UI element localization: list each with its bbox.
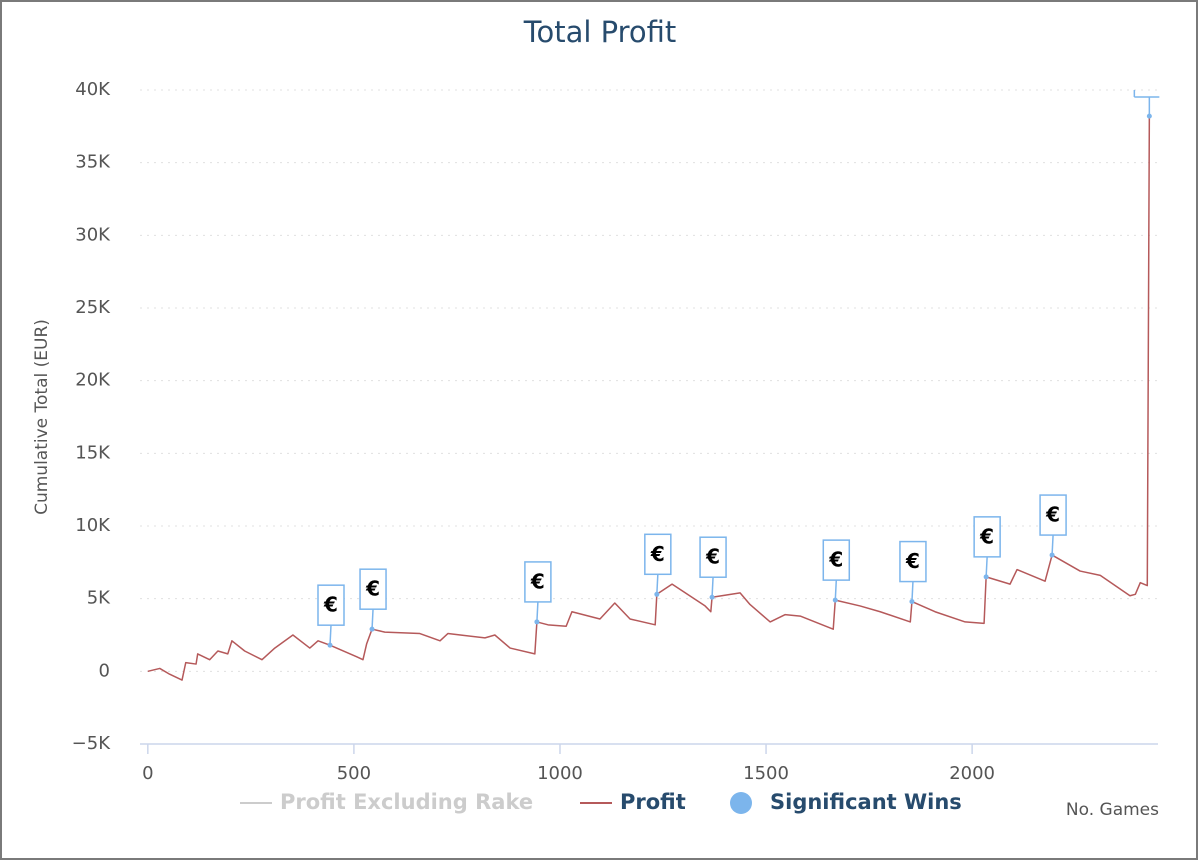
win-point [534, 619, 540, 625]
x-tick-label: 0 [142, 763, 153, 784]
win-point [909, 599, 915, 605]
flag-box [699, 536, 727, 578]
flag-label: € [650, 542, 665, 566]
y-tick-label: 35K [75, 152, 111, 173]
win-point [654, 591, 660, 597]
legend-label[interactable]: Profit [620, 790, 686, 814]
flag-connector [1133, 90, 1160, 117]
x-tick-label: 500 [337, 763, 371, 784]
flag-connector [985, 556, 988, 577]
y-tick-label: 30K [75, 224, 111, 245]
flag-box [1039, 494, 1067, 536]
y-tick-label: 10K [75, 515, 111, 536]
legend-label[interactable]: Profit Excluding Rake [280, 790, 533, 814]
win-point [1146, 113, 1152, 119]
flag-box [317, 584, 345, 626]
flag-label: € [905, 549, 920, 573]
y-tick-label: 5K [87, 588, 111, 609]
x-tick-label: 2000 [949, 763, 995, 784]
y-tick-label: 20K [75, 370, 111, 391]
chart-title: Total Profit [523, 15, 677, 49]
win-point [983, 574, 989, 580]
flag-box [822, 539, 851, 581]
flag-label: € [705, 545, 720, 569]
flag-label: € [828, 548, 843, 572]
flag-label: € [979, 524, 994, 548]
flag-box [973, 516, 1001, 558]
flag-box [524, 561, 552, 603]
y-tick-label: 40K [75, 79, 111, 100]
flag-connector [1051, 535, 1054, 556]
flag-label: € [530, 569, 545, 593]
profit-line [147, 116, 1151, 681]
y-tick-label: 15K [75, 442, 111, 463]
flag-connector [371, 609, 374, 630]
x-tick-label: 1500 [743, 763, 789, 784]
legend-symbol [730, 792, 752, 814]
flag-connector [834, 580, 838, 601]
y-tick-label: −5K [72, 733, 112, 754]
y-axis-title: Cumulative Total (EUR) [32, 319, 52, 515]
flag-box [644, 533, 672, 576]
win-point [832, 597, 838, 603]
x-axis-title: No. Games [1066, 800, 1159, 820]
y-tick-label: 0 [99, 660, 110, 681]
flag-connector [536, 601, 539, 622]
flag-connector [911, 581, 914, 602]
x-tick-label: 1000 [537, 763, 583, 784]
win-point [369, 626, 375, 632]
flag-connector [329, 625, 332, 646]
flag-label: € [323, 593, 338, 617]
flag-connector [711, 577, 714, 598]
win-point [1049, 552, 1055, 558]
flag-box [359, 568, 387, 610]
flag-label: € [365, 577, 380, 601]
flag-connector [656, 574, 659, 595]
win-point [327, 642, 333, 648]
flag-label: € [1045, 503, 1060, 527]
y-tick-label: 25K [75, 297, 111, 318]
win-point [709, 594, 715, 600]
legend-label[interactable]: Significant Wins [770, 790, 962, 814]
flag-box [899, 540, 927, 583]
